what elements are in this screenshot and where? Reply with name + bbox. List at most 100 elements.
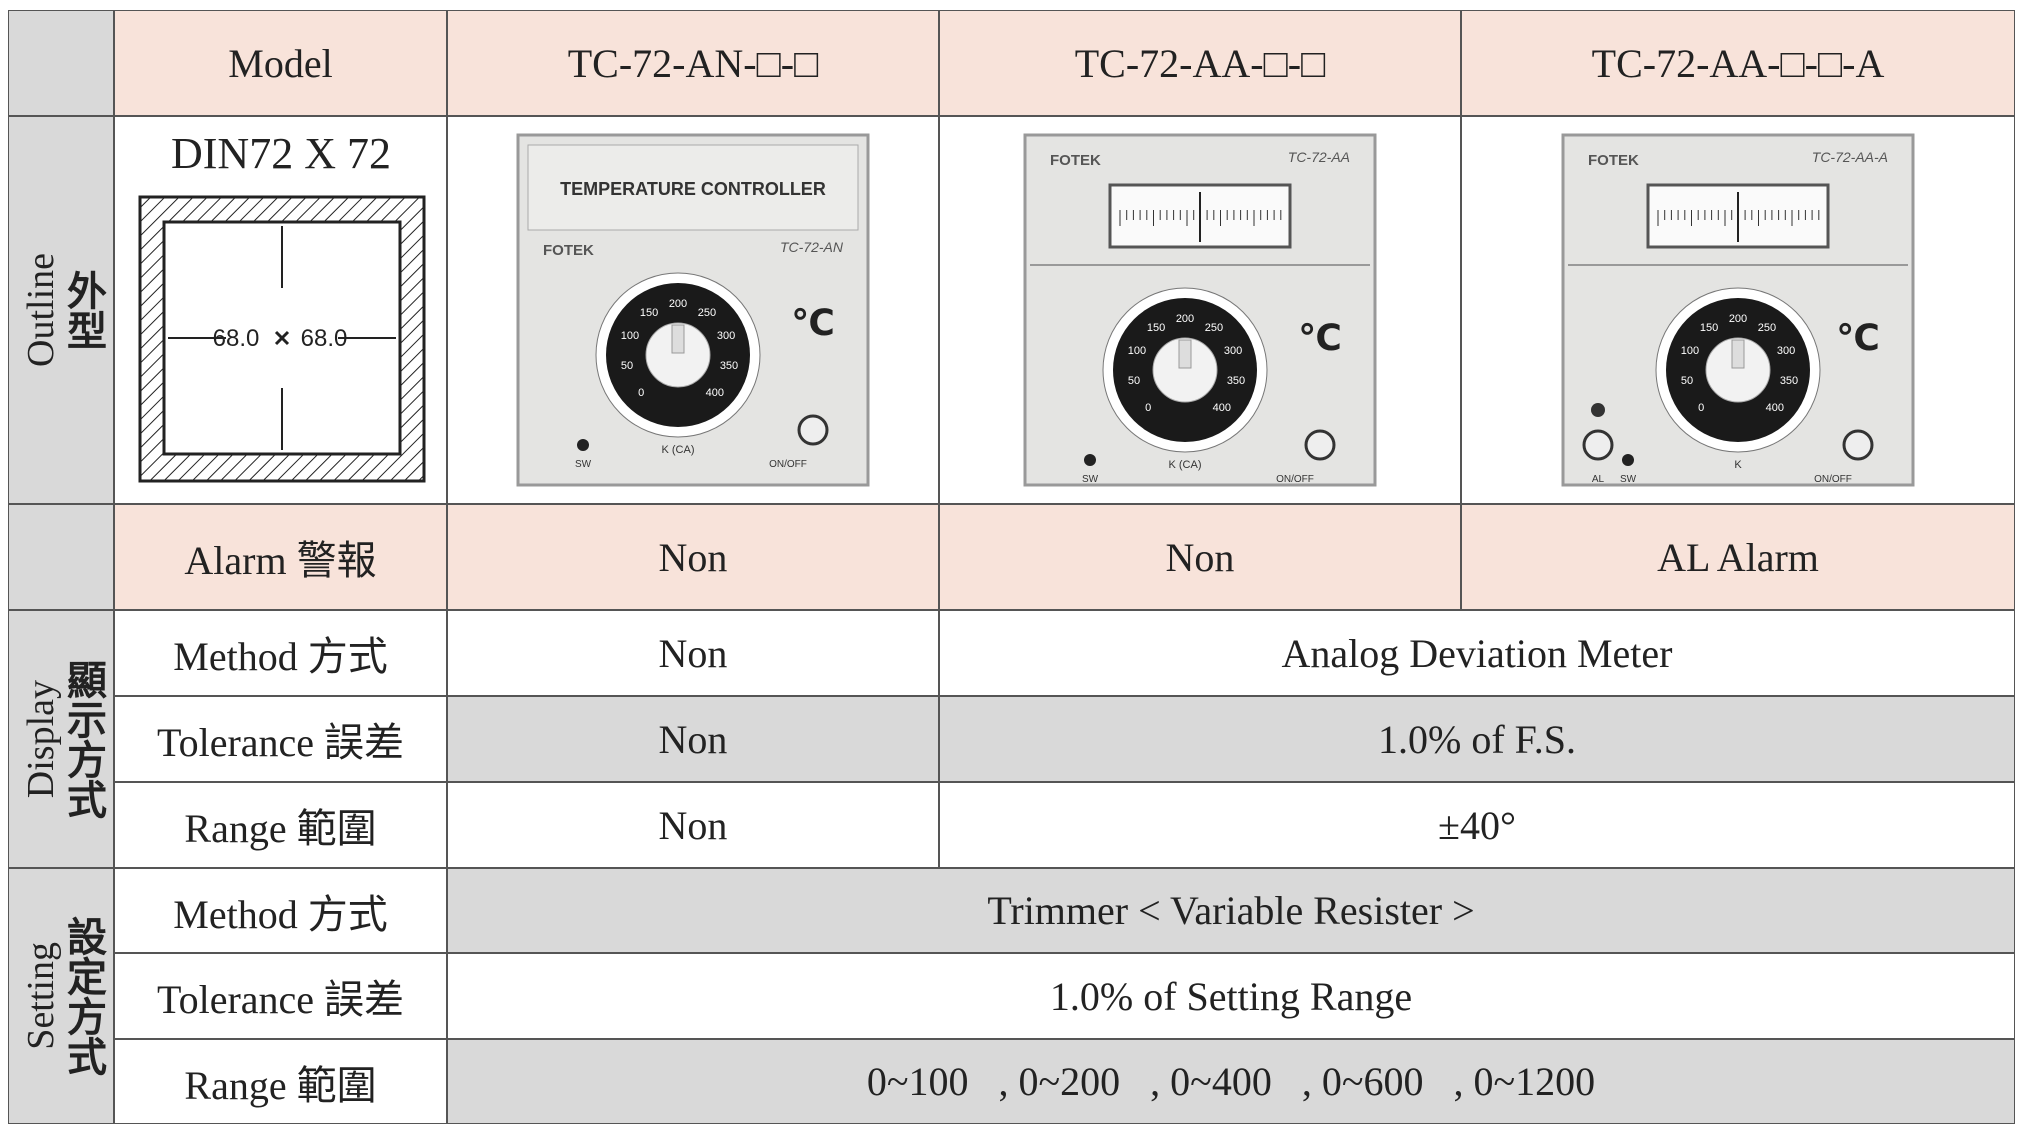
outline-drawing: DIN72 X 72 68.0 68.0 <box>138 129 425 482</box>
panel-top <box>527 144 859 231</box>
dial-label: 150 <box>640 307 658 319</box>
cross <box>274 330 289 345</box>
alarm-knob <box>1582 429 1614 461</box>
header-label: Model <box>114 10 447 116</box>
value: Non <box>447 782 939 868</box>
row-label: Range 範圍 <box>114 782 447 868</box>
group-en: Setting <box>20 942 62 1050</box>
switch-label: ON/OFF <box>1814 474 1852 485</box>
row-label: Range 範圍 <box>114 1039 447 1124</box>
dial-label: 50 <box>1128 375 1140 387</box>
model-name: TC-72-AA-□-□-A <box>1461 10 2015 116</box>
led-label: SW <box>1082 474 1099 485</box>
group-zh: 顯示方式 <box>60 659 106 819</box>
switch <box>797 414 829 446</box>
value: AL Alarm <box>1461 504 2015 610</box>
group-label: Setting 設定方式 <box>8 868 114 1124</box>
knob <box>645 322 711 388</box>
value: Non <box>447 696 939 782</box>
value: 1.0% of Setting Range <box>447 953 2015 1039</box>
led <box>1084 454 1096 466</box>
dial-unit: K (CA) <box>662 444 695 456</box>
dial-label: 300 <box>717 330 735 342</box>
dial-label: 0 <box>1145 402 1151 414</box>
brand: FOTEK <box>1050 152 1101 169</box>
dial-label: 250 <box>1758 322 1776 334</box>
pointer <box>671 324 685 354</box>
model-name: TC-72-AN-□-□ <box>447 10 939 116</box>
value: ±40° <box>939 782 2015 868</box>
dial-label: 300 <box>1224 345 1242 357</box>
dial-label: 350 <box>1780 375 1798 387</box>
row-label: Tolerance 誤差 <box>114 953 447 1039</box>
alarm-led <box>1591 403 1605 417</box>
dial-label: 400 <box>706 387 724 399</box>
unit: ℃ <box>1298 317 1342 358</box>
pointer <box>1731 339 1745 369</box>
device-model: TC-72-AA-A <box>1812 149 1888 165</box>
value: Non <box>447 504 939 610</box>
dial-label: 200 <box>669 298 687 310</box>
value: 0~100 , 0~200 , 0~400 , 0~600 , 0~1200 <box>447 1039 2015 1124</box>
dial-label: 0 <box>1698 402 1704 414</box>
switch <box>1842 429 1874 461</box>
dial-label: 150 <box>1147 322 1165 334</box>
value: Analog Deviation Meter <box>939 610 2015 696</box>
dial-label: 150 <box>1700 322 1718 334</box>
dim: 68.0 <box>212 325 259 352</box>
dial-label: 250 <box>698 307 716 319</box>
dial-label: 200 <box>1176 313 1194 325</box>
led <box>1622 454 1634 466</box>
led-label: SW <box>575 459 592 470</box>
dial-label: 50 <box>621 360 633 372</box>
corner <box>8 10 114 116</box>
dial-label: 50 <box>1681 375 1693 387</box>
device-image: TEMPERATURE CONTROLLER FOTEK TC-72-AN 0 50 10… <box>516 133 870 487</box>
device-model: TC-72-AA <box>1288 149 1350 165</box>
knob <box>1152 337 1218 403</box>
group-zh: 外型 <box>60 270 106 350</box>
device-cell: FOTEK TC-72-AA-A 0 50 100 150 200 250 300 350 400 K… <box>1461 116 2015 504</box>
value: Trimmer < Variable Resister > <box>447 868 2015 953</box>
knob <box>1705 337 1771 403</box>
row-label: Method 方式 <box>114 610 447 696</box>
dial-label: 400 <box>1766 402 1784 414</box>
unit: ℃ <box>1836 317 1880 358</box>
group-en: Outline <box>20 253 62 367</box>
brand: FOTEK <box>543 242 594 259</box>
switch-label: ON/OFF <box>769 459 807 470</box>
dial-label: 100 <box>621 330 639 342</box>
device-cell: FOTEK TC-72-AA 0 50 100 150 200 250 300 350 400 K (… <box>939 116 1461 504</box>
brand: FOTEK <box>1588 152 1639 169</box>
dial-unit: K (CA) <box>1169 459 1202 471</box>
group-label <box>8 504 114 610</box>
pointer <box>1178 339 1192 369</box>
value: 1.0% of F.S. <box>939 696 2015 782</box>
device-cell: TEMPERATURE CONTROLLER FOTEK TC-72-AN 0 50 10… <box>447 116 939 504</box>
dial-label: 100 <box>1128 345 1146 357</box>
switch-label: ON/OFF <box>1276 474 1314 485</box>
group-en: Display <box>20 679 62 799</box>
dial-label: 200 <box>1729 313 1747 325</box>
dial-label: 0 <box>638 387 644 399</box>
group-label: Outline 外型 <box>8 116 114 504</box>
row-label: Tolerance 誤差 <box>114 696 447 782</box>
panel-header: TEMPERATURE CONTROLLER <box>560 179 826 199</box>
group-label: Display 顯示方式 <box>8 610 114 868</box>
model-name: TC-72-AA-□-□ <box>939 10 1461 116</box>
group-zh: 設定方式 <box>60 916 106 1076</box>
led <box>577 439 589 451</box>
dim: 68.0 <box>300 325 347 352</box>
row-label: Alarm 警報 <box>114 504 447 610</box>
dial-label: 250 <box>1205 322 1223 334</box>
alarm-label: AL <box>1592 474 1605 485</box>
outline-title: DIN72 X 72 <box>171 129 391 178</box>
value: Non <box>939 504 1461 610</box>
dial-unit: K <box>1734 459 1742 471</box>
dial-label: 100 <box>1681 345 1699 357</box>
dial-label: 400 <box>1213 402 1231 414</box>
value: Non <box>447 610 939 696</box>
